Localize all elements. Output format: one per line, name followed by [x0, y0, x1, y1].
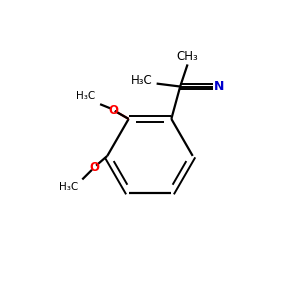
- Text: O: O: [108, 103, 118, 117]
- Text: H₃C: H₃C: [58, 182, 78, 192]
- Text: N: N: [214, 80, 224, 93]
- Text: CH₃: CH₃: [177, 50, 198, 63]
- Text: H₃C: H₃C: [130, 74, 152, 86]
- Text: O: O: [89, 161, 99, 174]
- Text: H₃C: H₃C: [76, 91, 96, 101]
